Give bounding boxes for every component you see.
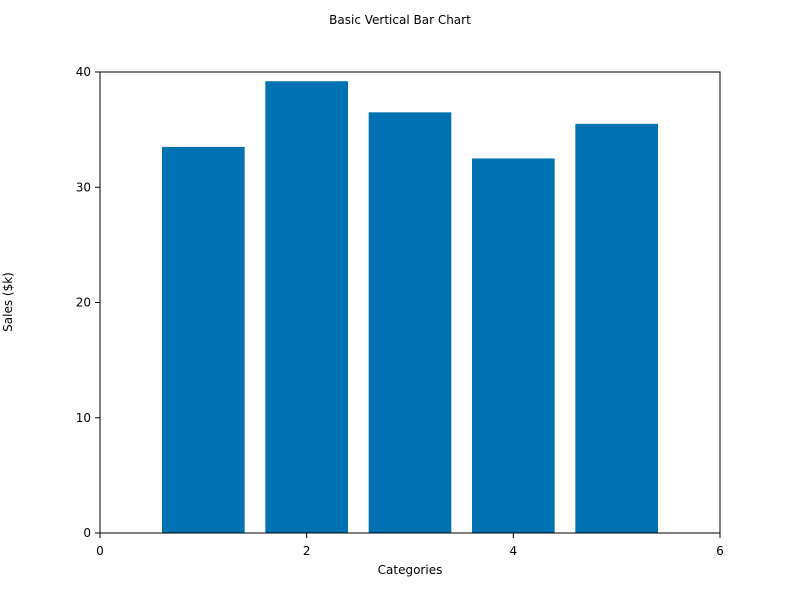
chart-title: Basic Vertical Bar Chart [329, 13, 471, 27]
x-tick-label: 0 [96, 544, 104, 558]
x-axis-label: Categories [378, 563, 443, 577]
y-axis-label: Sales ($k) [1, 272, 15, 332]
bar-2 [265, 81, 348, 533]
y-tick-label: 10 [76, 411, 91, 425]
y-tick-label: 30 [76, 180, 91, 194]
bars-group [162, 81, 658, 534]
bar-4 [472, 158, 555, 533]
y-tick-label: 0 [83, 526, 91, 540]
axes-group: 0 2 4 6 0 10 20 30 40 [76, 65, 724, 558]
x-tick-label: 2 [303, 544, 311, 558]
y-tick-label: 40 [76, 65, 91, 79]
bar-3 [368, 112, 452, 534]
y-tick-label: 20 [76, 296, 91, 310]
bar-5 [575, 123, 658, 534]
x-tick-label: 4 [510, 544, 518, 558]
bar-1 [162, 146, 245, 533]
x-tick-label: 6 [716, 544, 724, 558]
